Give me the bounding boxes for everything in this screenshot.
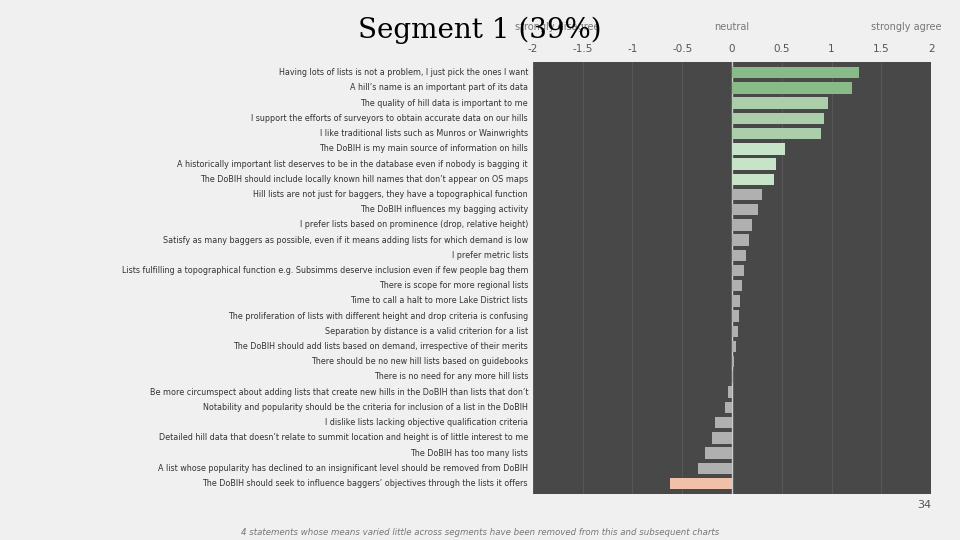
Text: The DoBIH has too many lists: The DoBIH has too many lists: [410, 449, 528, 457]
Text: The DoBIH influences my bagging activity: The DoBIH influences my bagging activity: [360, 205, 528, 214]
Text: Hill lists are not just for baggers, they have a topographical function: Hill lists are not just for baggers, the…: [253, 190, 528, 199]
Text: There should be no new hill lists based on guidebooks: There should be no new hill lists based …: [311, 357, 528, 366]
Text: 34: 34: [917, 500, 931, 510]
Text: There is no need for any more hill lists: There is no need for any more hill lists: [373, 373, 528, 381]
Text: Be more circumspect about adding lists that create new hills in the DoBIH than l: Be more circumspect about adding lists t…: [150, 388, 528, 397]
Bar: [732, 265, 744, 276]
Text: A list whose popularity has declined to an insignificant level should be removed: A list whose popularity has declined to …: [158, 464, 528, 472]
Bar: [732, 128, 821, 139]
Bar: [732, 204, 757, 215]
Bar: [670, 478, 732, 489]
Text: Notability and popularity should be the criteria for inclusion of a list in the : Notability and popularity should be the …: [204, 403, 528, 412]
Bar: [732, 113, 824, 124]
Bar: [732, 173, 774, 185]
Bar: [732, 295, 740, 307]
Bar: [732, 326, 738, 337]
Bar: [732, 219, 752, 231]
Bar: [732, 372, 733, 383]
Bar: [732, 310, 739, 322]
Text: I like traditional lists such as Munros or Wainwrights: I like traditional lists such as Munros …: [320, 129, 528, 138]
Text: The DoBIH is my main source of information on hills: The DoBIH is my main source of informati…: [320, 144, 528, 153]
Text: 4 statements whose means varied little across segments have been removed from th: 4 statements whose means varied little a…: [241, 528, 719, 537]
Text: The DoBIH should add lists based on demand, irrespective of their merits: The DoBIH should add lists based on dema…: [233, 342, 528, 351]
Text: The quality of hill data is important to me: The quality of hill data is important to…: [360, 99, 528, 107]
Text: I support the efforts of surveyors to obtain accurate data on our hills: I support the efforts of surveyors to ob…: [252, 114, 528, 123]
Bar: [715, 417, 732, 428]
Bar: [732, 67, 859, 78]
Bar: [732, 280, 742, 292]
Bar: [732, 356, 734, 367]
Bar: [732, 97, 828, 109]
Text: Lists fulfilling a topographical function e.g. Subsimms deserve inclusion even i: Lists fulfilling a topographical functio…: [122, 266, 528, 275]
Bar: [698, 463, 732, 474]
Text: Time to call a halt to more Lake District lists: Time to call a halt to more Lake Distric…: [350, 296, 528, 306]
Text: The proliferation of lists with different height and drop criteria is confusing: The proliferation of lists with differen…: [228, 312, 528, 321]
Bar: [732, 234, 749, 246]
Bar: [725, 402, 732, 413]
Text: Segment 1 (39%): Segment 1 (39%): [358, 16, 602, 44]
Text: strongly disagree: strongly disagree: [516, 22, 600, 32]
Text: Separation by distance is a valid criterion for a list: Separation by distance is a valid criter…: [324, 327, 528, 336]
Text: The DoBIH should seek to influence baggers’ objectives through the lists it offe: The DoBIH should seek to influence bagge…: [203, 479, 528, 488]
Text: strongly agree: strongly agree: [871, 22, 942, 32]
Text: A historically important list deserves to be in the database even if nobody is b: A historically important list deserves t…: [178, 159, 528, 168]
Text: neutral: neutral: [714, 22, 750, 32]
Text: Having lots of lists is not a problem, I just pick the ones I want: Having lots of lists is not a problem, I…: [278, 68, 528, 77]
Bar: [732, 249, 746, 261]
Text: A hill’s name is an important part of its data: A hill’s name is an important part of it…: [350, 84, 528, 92]
Bar: [705, 447, 732, 459]
Bar: [732, 158, 776, 170]
Text: Satisfy as many baggers as possible, even if it means adding lists for which dem: Satisfy as many baggers as possible, eve…: [163, 235, 528, 245]
Bar: [732, 341, 736, 352]
Text: Detailed hill data that doesn’t relate to summit location and height is of littl: Detailed hill data that doesn’t relate t…: [158, 433, 528, 442]
Bar: [732, 189, 762, 200]
Text: I dislike lists lacking objective qualification criteria: I dislike lists lacking objective qualif…: [325, 418, 528, 427]
Bar: [728, 387, 732, 398]
Text: I prefer lists based on prominence (drop, relative height): I prefer lists based on prominence (drop…: [300, 220, 528, 230]
Text: The DoBIH should include locally known hill names that don’t appear on OS maps: The DoBIH should include locally known h…: [200, 175, 528, 184]
Bar: [712, 432, 732, 443]
Text: There is scope for more regional lists: There is scope for more regional lists: [378, 281, 528, 290]
Bar: [732, 143, 784, 154]
Text: I prefer metric lists: I prefer metric lists: [451, 251, 528, 260]
Bar: [732, 82, 852, 93]
